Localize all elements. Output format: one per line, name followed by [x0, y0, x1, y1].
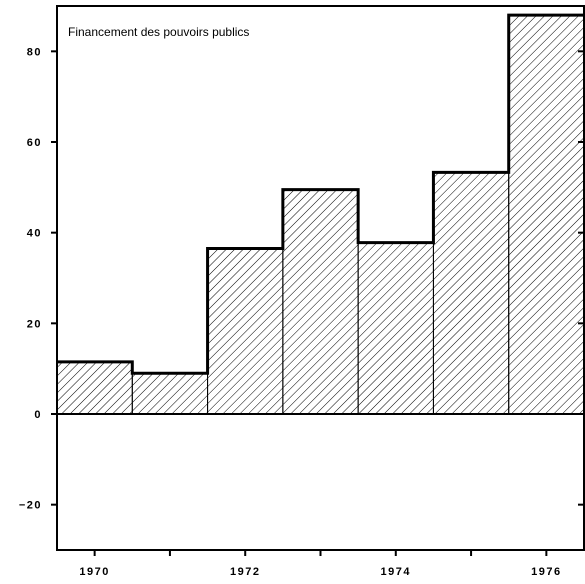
bar-0	[56, 361, 133, 415]
x-tick-label: 1970	[79, 566, 109, 578]
bar-6	[508, 14, 585, 415]
y-tick-label: 20	[27, 318, 42, 330]
bar-5	[432, 171, 510, 415]
y-tick-label: 60	[27, 137, 42, 149]
bar-4	[357, 242, 434, 415]
bar-2	[207, 248, 284, 415]
bar-3	[282, 189, 359, 415]
x-tick-label: 1976	[531, 566, 561, 578]
y-tick-label: −20	[19, 500, 42, 512]
ticks-layer	[51, 50, 584, 556]
step-outline	[57, 13, 584, 375]
bars-layer	[56, 14, 585, 415]
chart-title: Financement des pouvoirs publics	[68, 25, 249, 39]
y-tick-label: 80	[27, 46, 42, 58]
y-tick-label: 0	[34, 409, 42, 421]
y-tick-label: 40	[27, 228, 42, 240]
x-tick-label: 1972	[230, 566, 260, 578]
x-tick-label: 1974	[381, 566, 411, 578]
bar-1	[131, 372, 209, 415]
labels-layer: −20 0 20 40 60 80 1970 1972 1974 1976	[19, 46, 561, 578]
